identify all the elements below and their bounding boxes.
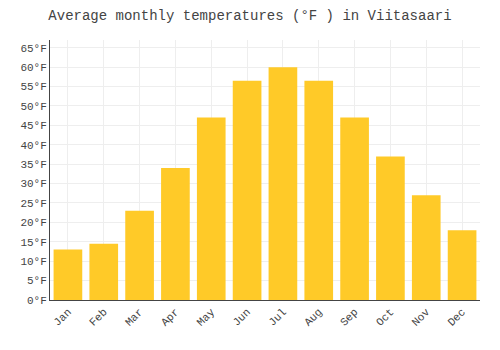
svg-text:Aug: Aug xyxy=(302,306,324,328)
svg-text:Oct: Oct xyxy=(374,306,396,328)
svg-text:30°F: 30°F xyxy=(20,178,46,190)
svg-text:5°F: 5°F xyxy=(27,275,47,287)
svg-text:0°F: 0°F xyxy=(27,295,47,307)
svg-text:35°F: 35°F xyxy=(20,159,46,171)
svg-text:Jun: Jun xyxy=(231,306,253,328)
svg-text:Dec: Dec xyxy=(446,306,468,328)
svg-text:Mar: Mar xyxy=(123,306,145,328)
svg-text:Jan: Jan xyxy=(51,306,73,328)
svg-text:45°F: 45°F xyxy=(20,120,46,132)
svg-text:60°F: 60°F xyxy=(20,62,46,74)
svg-text:65°F: 65°F xyxy=(20,43,46,55)
svg-text:15°F: 15°F xyxy=(20,237,46,249)
svg-text:55°F: 55°F xyxy=(20,81,46,93)
svg-text:Jul: Jul xyxy=(266,306,288,328)
svg-text:40°F: 40°F xyxy=(20,140,46,152)
svg-text:Apr: Apr xyxy=(159,306,181,328)
svg-text:Nov: Nov xyxy=(410,306,433,329)
svg-text:May: May xyxy=(195,306,218,329)
svg-text:25°F: 25°F xyxy=(20,198,46,210)
svg-text:50°F: 50°F xyxy=(20,101,46,113)
svg-text:20°F: 20°F xyxy=(20,217,46,229)
svg-text:Feb: Feb xyxy=(87,306,109,328)
svg-text:Sep: Sep xyxy=(338,306,360,328)
svg-text:Average monthly temperatures (: Average monthly temperatures (°F ) in Vi… xyxy=(48,8,451,24)
svg-text:10°F: 10°F xyxy=(20,256,46,268)
